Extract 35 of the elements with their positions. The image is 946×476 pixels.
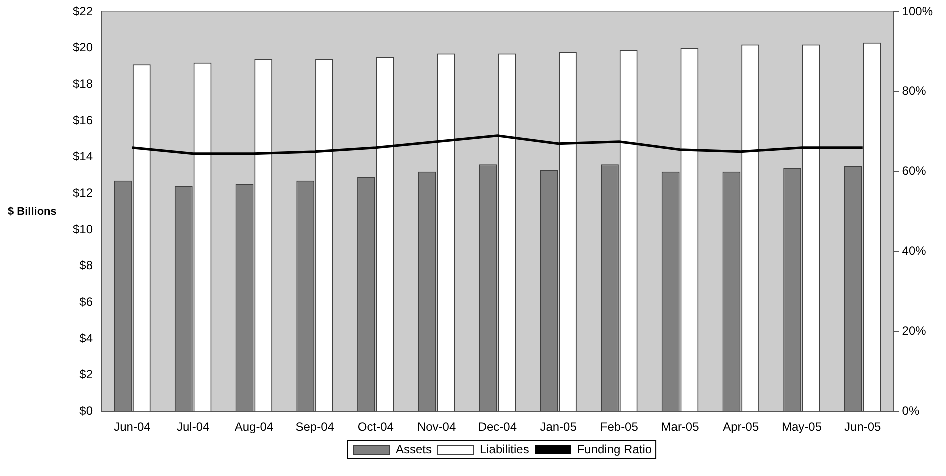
x-tick-label: May-05 [782, 420, 822, 434]
x-tick-label: Jul-04 [176, 420, 210, 434]
y-tick-label: $16 [72, 113, 94, 128]
y2-tick-label: 60% [902, 164, 927, 178]
x-tick-label: Sep-04 [296, 420, 335, 434]
legend-label: Funding Ratio [577, 442, 652, 456]
y-tick-label: $2 [80, 368, 94, 382]
y-tick-label: $0 [80, 404, 94, 418]
y2-tick-label: 20% [902, 324, 927, 338]
x-tick-label: Jan-05 [540, 420, 578, 434]
y-tick-label: $18 [72, 76, 94, 91]
y2-tick-label: 40% [902, 244, 927, 258]
y-tick-label: $20 [72, 40, 94, 55]
y-tick-label: $12 [72, 186, 94, 200]
x-tick-label: Jun-05 [844, 420, 882, 434]
y-tick-label: $4 [80, 331, 94, 346]
y2-tick-label: 100% [902, 4, 934, 18]
x-tick-label: Feb-05 [600, 420, 639, 434]
y-tick-label: $14 [72, 150, 94, 164]
x-tick-label: Aug-04 [234, 420, 274, 434]
x-tick-label: Nov-04 [417, 420, 456, 434]
y-tick-label: $6 [80, 294, 94, 309]
y-tick-label: $10 [72, 222, 94, 236]
x-tick-label: Mar-05 [661, 420, 700, 434]
x-tick-label: Apr-05 [723, 420, 760, 434]
y-axis-title: $ Billions [8, 206, 57, 218]
y2-tick-label: 80% [902, 84, 927, 98]
x-tick-label: Dec-04 [478, 420, 518, 434]
legend-label: Assets [396, 442, 432, 456]
x-tick-label: Oct-04 [358, 420, 394, 434]
y2-tick-label: 0% [902, 404, 920, 418]
x-tick-label: Jun-04 [114, 420, 152, 434]
y-tick-label: $22 [72, 4, 94, 18]
y-tick-label: $8 [80, 258, 94, 273]
legend-label: Liabilities [480, 442, 530, 456]
